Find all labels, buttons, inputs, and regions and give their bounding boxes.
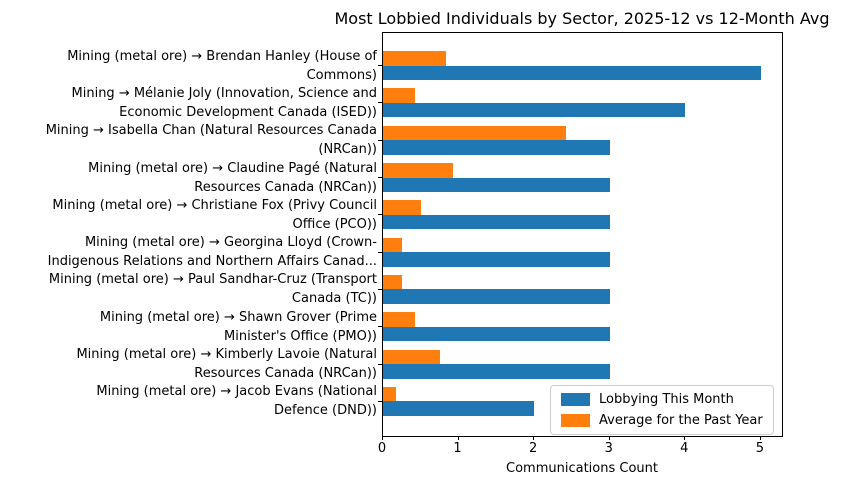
bar-this-month: [383, 364, 610, 379]
y-tick-mark: [378, 177, 382, 178]
x-tick-mark: [684, 436, 686, 440]
y-tick-mark: [378, 139, 382, 141]
bar-this-month: [383, 214, 610, 230]
y-tick-mark: [378, 214, 382, 216]
y-tick-label: Mining (metal ore) → Jacob Evans (Nation…: [96, 384, 377, 419]
y-tick-label: Mining (metal ore) → Claudine Pagé (Natu…: [88, 160, 377, 195]
bar-this-month: [383, 252, 610, 267]
y-tick-mark: [378, 288, 382, 290]
bar-average-past-year: [383, 349, 440, 364]
x-tick-label: 1: [453, 441, 462, 456]
bar-average-past-year: [383, 386, 396, 402]
bar-this-month: [383, 401, 535, 416]
x-tick-mark: [382, 436, 383, 440]
x-tick-mark: [608, 436, 610, 440]
y-tick-label: Mining (metal ore) → Brendan Hanley (Hou…: [67, 48, 377, 83]
y-tick-label: Mining → Mélanie Joly (Innovation, Scien…: [71, 85, 377, 120]
bar-average-past-year: [383, 200, 421, 215]
bar-this-month: [383, 140, 610, 155]
x-tick-mark: [457, 436, 459, 440]
y-tick-mark: [378, 65, 382, 67]
x-tick-mark: [759, 436, 761, 440]
legend-label-past-year: Average for the Past Year: [599, 413, 763, 428]
x-tick-label: 3: [604, 441, 613, 456]
y-tick-mark: [378, 400, 382, 402]
legend-label-this-month: Lobbying This Month: [599, 392, 734, 407]
bar-this-month: [383, 177, 610, 192]
bar-average-past-year: [383, 88, 415, 103]
x-tick-label: 5: [755, 441, 764, 456]
legend-item-this-month: Lobbying This Month: [561, 392, 763, 407]
bar-this-month: [383, 102, 686, 118]
x-tick-label: 2: [528, 441, 538, 456]
chart-title: Most Lobbied Individuals by Sector, 2025…: [334, 9, 830, 28]
y-tick-label: Mining → Isabella Chan (Natural Resource…: [45, 123, 377, 158]
y-tick-label: Mining (metal ore) → Georgina Lloyd (Cro…: [47, 235, 377, 270]
bar-average-past-year: [383, 125, 566, 141]
x-tick-label: 4: [680, 441, 689, 456]
y-tick-mark: [378, 326, 382, 328]
y-tick-label: Mining (metal ore) → Kimberly Lavoie (Na…: [76, 347, 377, 381]
x-tick-mark: [533, 436, 535, 440]
y-tick-label: Mining (metal ore) → Shawn Grover (Prime…: [99, 309, 377, 344]
x-axis-label: Communications Count: [506, 461, 658, 476]
y-tick-mark: [378, 251, 382, 253]
legend: Lobbying This Month Average for the Past…: [550, 385, 774, 435]
bar-this-month: [383, 326, 610, 342]
bar-average-past-year: [383, 237, 402, 253]
x-tick-label: 0: [377, 441, 387, 456]
legend-item-past-year: Average for the Past Year: [561, 413, 763, 428]
y-tick-label: Mining (metal ore) → Paul Sandhar-Cruz (…: [48, 272, 377, 307]
bar-average-past-year: [383, 51, 446, 66]
bar-average-past-year: [383, 312, 415, 327]
legend-swatch-this-month: [561, 393, 590, 406]
bar-this-month: [383, 289, 610, 304]
y-tick-mark: [378, 102, 382, 104]
bar-average-past-year: [383, 163, 453, 178]
y-tick-label: Mining (metal ore) → Christiane Fox (Pri…: [52, 197, 377, 232]
legend-swatch-past-year: [561, 414, 590, 427]
bar-average-past-year: [383, 274, 402, 290]
bar-this-month: [383, 65, 761, 81]
y-tick-mark: [378, 363, 382, 365]
